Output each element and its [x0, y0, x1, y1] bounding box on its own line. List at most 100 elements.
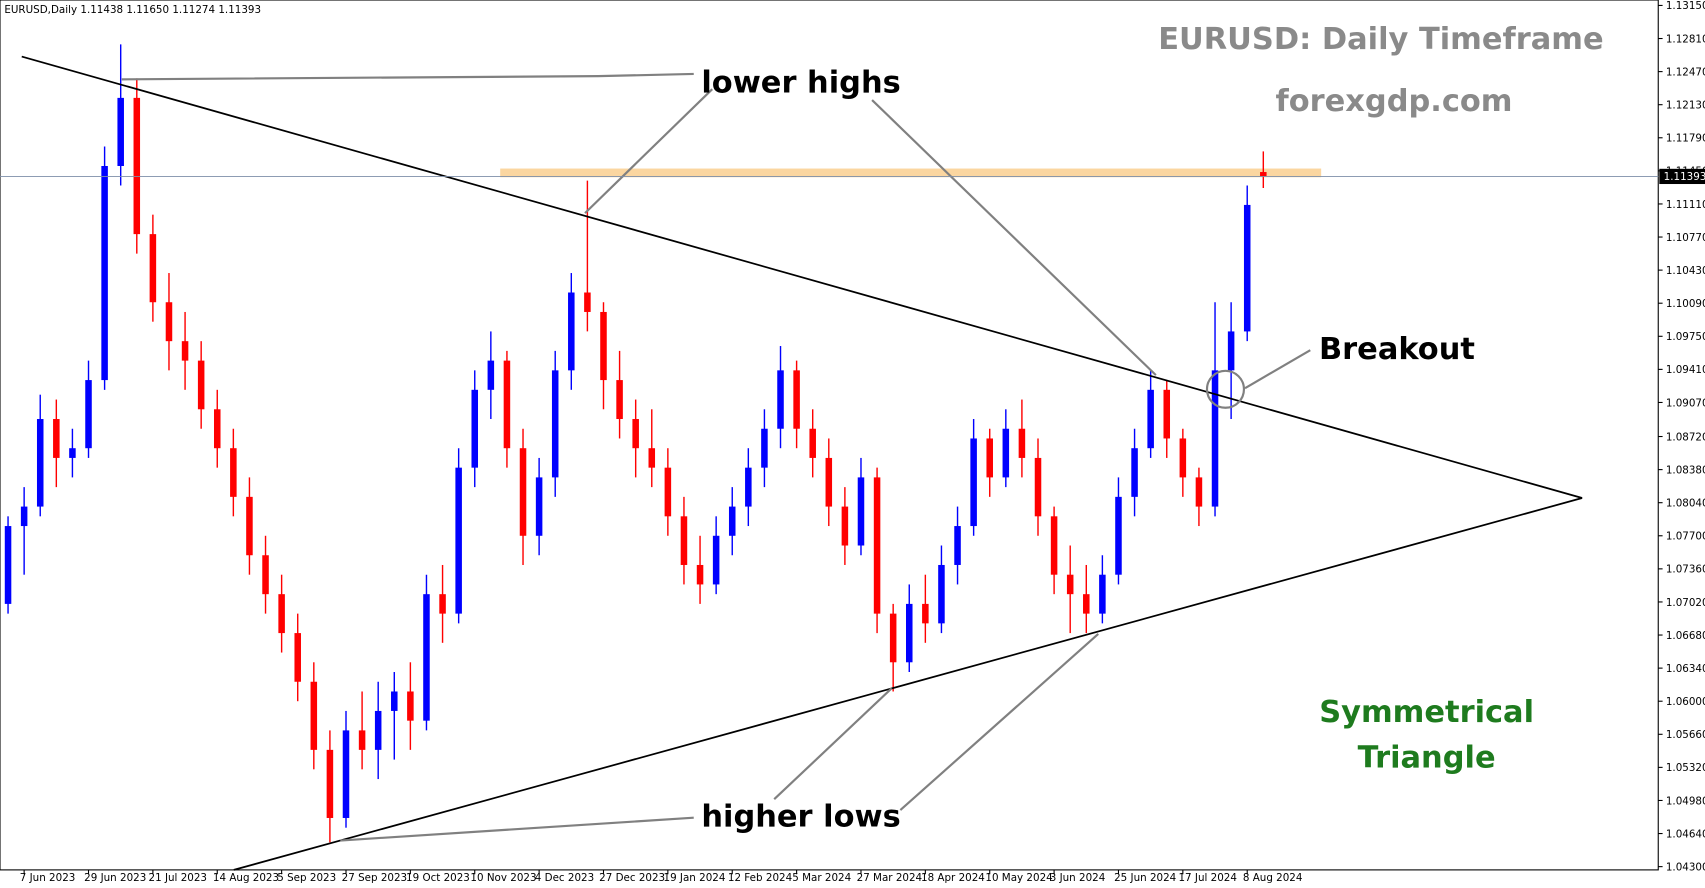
candle-body: [616, 380, 623, 420]
x-tick-label: 3 Jun 2024: [1050, 872, 1106, 884]
candle-body: [970, 438, 977, 527]
candle-body: [777, 370, 784, 429]
candle-body: [1034, 457, 1042, 517]
candle-body: [551, 370, 559, 478]
annotation: Symmetrical: [1319, 695, 1534, 730]
x-tick-label: 12 Feb 2024: [728, 872, 792, 884]
y-tick-label: 1.12130: [1666, 99, 1705, 111]
candle-body: [358, 730, 366, 750]
candle-body: [712, 535, 720, 585]
candle-body: [1260, 172, 1267, 177]
x-tick-label: 29 Jun 2023: [84, 872, 146, 884]
y-tick-label: 1.08720: [1666, 431, 1705, 443]
candle-body: [696, 564, 704, 585]
upper-trendline: [21, 55, 1583, 499]
candle-body: [632, 419, 639, 449]
candle-body: [954, 526, 961, 565]
candle-body: [600, 311, 607, 381]
candle-body: [407, 691, 414, 721]
candle-body: [1227, 331, 1235, 371]
candle-body: [986, 438, 993, 478]
price-box: [1659, 168, 1705, 185]
x-tick-label: 10 Nov 2023: [470, 872, 536, 884]
y-tick-label: 1.11790: [1666, 133, 1705, 145]
x-tick-label: 27 Mar 2024: [857, 872, 922, 884]
leader: [773, 687, 893, 801]
annotation: higher lows: [701, 799, 900, 834]
x-tick-label: 4 Dec 2023: [535, 872, 594, 884]
candle-body: [326, 749, 334, 818]
y-tick-label: 1.07020: [1666, 597, 1705, 609]
candle-body: [1018, 428, 1026, 458]
candle-body: [873, 477, 881, 614]
candle-body: [471, 389, 479, 468]
candle-body: [53, 419, 60, 458]
candle-body: [69, 448, 76, 458]
y-tick-label: 1.04640: [1666, 828, 1705, 840]
y-tick-label: 1.12810: [1666, 33, 1705, 45]
candle-body: [278, 594, 285, 634]
x-tick-label: 14 Aug 2023: [213, 872, 279, 884]
candle-body: [503, 360, 511, 449]
candle-body: [664, 467, 672, 517]
candle-body: [85, 380, 92, 449]
candle-body: [1131, 448, 1138, 497]
candle-body: [181, 341, 189, 361]
chart-subtitle: forexgdp.com: [1275, 84, 1512, 119]
candle-body: [793, 370, 800, 429]
plot-frame: [0, 0, 1659, 871]
leader: [899, 633, 1099, 811]
leader: [871, 99, 1157, 376]
leader: [340, 816, 694, 842]
breakout-circle: [1205, 369, 1246, 409]
y-tick-label: 1.07700: [1666, 531, 1705, 543]
y-tick-label: 1.06340: [1666, 663, 1705, 675]
candle-body: [728, 506, 736, 536]
candle-body: [1147, 389, 1154, 449]
candle-body: [133, 97, 141, 235]
candle-body: [680, 516, 688, 565]
y-tick-label: 1.06680: [1666, 630, 1705, 642]
candle-body: [857, 477, 865, 546]
candle-body: [36, 419, 44, 507]
y-tick-label: 1.09750: [1666, 331, 1705, 343]
candle-body: [922, 603, 929, 624]
price-label: 1.11393: [1664, 171, 1705, 183]
candle-body: [20, 506, 28, 527]
candle-body: [439, 594, 446, 614]
candle-body: [423, 594, 430, 721]
candle-body: [648, 448, 656, 468]
resistance-zone: [500, 168, 1322, 178]
candle-body: [1083, 594, 1090, 614]
x-tick-label: 19 Oct 2023: [406, 872, 470, 884]
annotation: Triangle: [1358, 741, 1496, 776]
candle-body: [938, 564, 945, 624]
candle-body: [374, 710, 382, 750]
y-tick-label: 1.12470: [1666, 66, 1705, 78]
x-tick-label: 27 Dec 2023: [599, 872, 665, 884]
y-tick-label: 1.08040: [1666, 497, 1705, 509]
y-tick-label: 1.07360: [1666, 564, 1705, 576]
candle-body: [889, 613, 897, 663]
candle-body: [149, 234, 157, 303]
candles: [4, 44, 1267, 843]
y-tick-label: 1.05320: [1666, 762, 1705, 774]
candle-body: [391, 691, 398, 711]
candle-body: [1195, 477, 1203, 507]
candle-body: [1002, 428, 1010, 478]
x-tick-label: 18 Apr 2024: [921, 872, 985, 884]
candle-body: [197, 360, 205, 410]
y-tick-label: 1.11110: [1666, 199, 1705, 211]
candle-body: [745, 467, 752, 507]
candle-body: [1163, 389, 1171, 439]
leader: [584, 88, 713, 214]
candle-body: [101, 165, 108, 381]
candle-body: [117, 97, 124, 166]
x-tick-label: 7 Jun 2023: [20, 872, 76, 884]
y-tick-label: 1.09070: [1666, 397, 1705, 409]
y-tick-label: 1.10090: [1666, 298, 1705, 310]
candle-body: [1211, 370, 1219, 507]
candle-body: [1050, 516, 1058, 575]
